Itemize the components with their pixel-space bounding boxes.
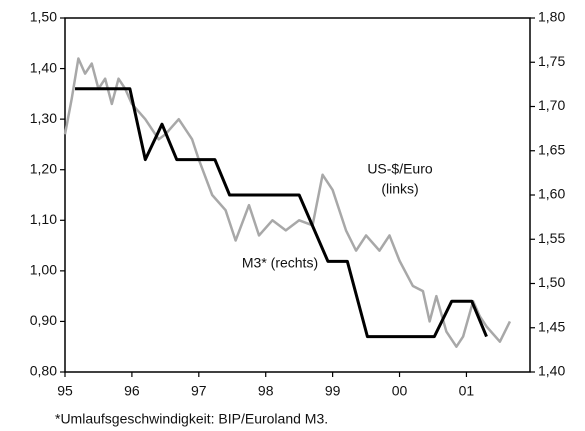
y2-tick-label: 1,80 [538,9,565,25]
y-tick-label: 1,30 [30,110,57,126]
x-tick-label: 95 [57,383,73,399]
y-tick-label: 1,00 [30,262,57,278]
x-tick-label: 96 [124,383,140,399]
line-series [75,87,488,339]
y-tick-label: 1,20 [30,160,57,176]
y2-tick-label: 1,70 [538,97,565,113]
y-tick-label: 0,80 [30,363,57,379]
line-series [63,57,512,348]
footnote: *Umlaufsgeschwindigkeit: BIP/Euroland M3… [55,411,328,427]
y2-tick-label: 1,55 [538,230,565,246]
y2-tick-label: 1,40 [538,363,565,379]
y2-tick-label: 1,65 [538,141,565,157]
annotation: M3* (rechts) [242,255,318,271]
y-tick-label: 0,90 [30,312,57,328]
y-tick-label: 1,10 [30,211,57,227]
y-tick-label: 1,40 [30,59,57,75]
y2-tick-label: 1,45 [538,318,565,334]
x-tick-label: 99 [325,383,341,399]
y2-tick-label: 1,75 [538,53,565,69]
y2-tick-label: 1,50 [538,274,565,290]
x-tick-label: 97 [191,383,207,399]
x-tick-label: 00 [392,383,408,399]
y-tick-label: 1,50 [30,9,57,25]
y2-tick-label: 1,60 [538,186,565,202]
x-tick-label: 01 [459,383,475,399]
annotation: US-$/Euro [367,161,433,177]
x-tick-label: 98 [258,383,274,399]
annotation: (links) [381,181,418,197]
